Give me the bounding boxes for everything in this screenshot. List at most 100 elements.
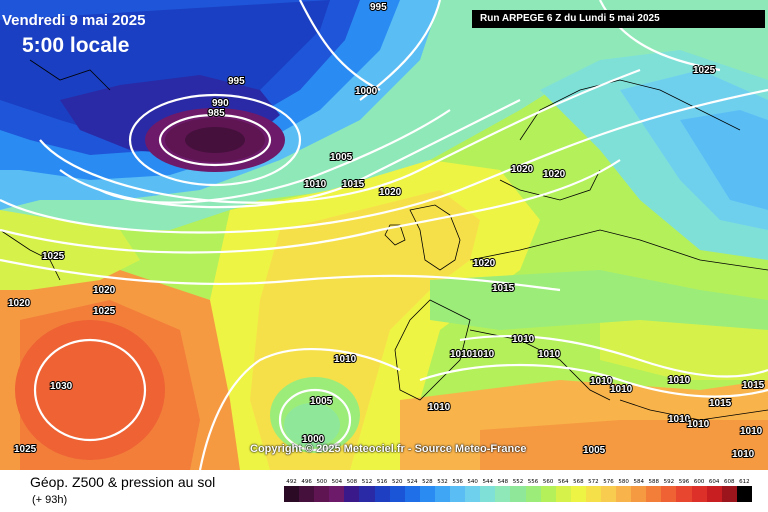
color-scale-label: 604: [708, 479, 720, 485]
color-scale-label: 556: [527, 479, 539, 485]
color-scale-swatch: [434, 486, 451, 502]
color-scale-swatch: [465, 486, 481, 502]
isobar-label: 1020: [93, 285, 116, 296]
isobar-label: 985: [208, 108, 225, 119]
color-scale-swatch: [404, 486, 420, 502]
color-scale-bar: [284, 486, 752, 502]
isobar-label: 1025: [42, 251, 65, 262]
color-scale-label: 508: [346, 479, 358, 485]
color-scale-label: 596: [678, 479, 690, 485]
color-scale-swatch: [450, 486, 466, 502]
color-scale-swatch: [570, 486, 586, 502]
color-scale-label: 564: [557, 479, 569, 485]
color-scale-swatch: [661, 486, 677, 502]
color-scale-label: 516: [376, 479, 388, 485]
isobar-label: 1010: [450, 349, 473, 360]
isobar-label: 1010: [610, 384, 633, 395]
color-scale-label: 592: [663, 479, 675, 485]
isobar-label: 990: [212, 98, 229, 109]
isobar-label: 1010: [538, 349, 561, 360]
color-scale-label: 560: [542, 479, 554, 485]
model-run-label: Run ARPEGE 6 Z du Lundi 5 mai 2025: [472, 10, 765, 28]
color-scale-label: 584: [633, 479, 644, 485]
color-scale-label: 528: [422, 479, 433, 485]
isobar-label: 1015: [742, 380, 765, 391]
isobar-label: 1015: [492, 283, 515, 294]
isobar-lines: [0, 0, 768, 470]
color-scale-label: 524: [407, 479, 418, 485]
isobar-label: 1010: [687, 419, 710, 430]
copyright-notice: Copyright © 2025 Meteociel.fr - Source M…: [250, 443, 527, 455]
color-scale-swatch: [706, 486, 722, 502]
color-scale-swatch: [359, 486, 375, 502]
color-scale-label: 504: [331, 479, 343, 485]
isobar-label: 1000: [302, 434, 325, 445]
isobar-label: 1005: [583, 445, 606, 456]
isobar-label: 1005: [330, 152, 353, 163]
isobar-label: 1020: [543, 169, 566, 180]
color-scale-label: 520: [391, 479, 403, 485]
isobar-label: 1005: [310, 396, 333, 407]
isobar-label: 1010: [590, 376, 613, 387]
color-scale-label: 576: [603, 479, 614, 485]
color-scale-swatch: [525, 486, 541, 502]
color-scale-swatch: [721, 486, 737, 502]
color-scale-label: 540: [467, 479, 478, 485]
color-scale-label: 544: [482, 479, 494, 485]
color-scale-label: 548: [497, 479, 509, 485]
color-scale-swatch: [299, 486, 315, 502]
isobar-label: 1010: [472, 349, 495, 360]
isobar-label: 1010: [428, 402, 451, 413]
color-scale-swatch: [646, 486, 662, 502]
color-scale-swatch: [374, 486, 390, 502]
color-scale-swatch: [540, 486, 556, 502]
isobar-label: 1025: [14, 444, 37, 455]
color-scale: 492 496 500 504 508 512 516 520 524 528 532 536 540 5…: [284, 479, 752, 502]
color-scale-label: 512: [361, 479, 373, 485]
isobar-label: 995: [228, 76, 245, 87]
isobar-label: 1010: [334, 354, 357, 365]
isobar-labels: 995 995 1000 990 985 1005 1010 1015 1020…: [7, 1, 766, 461]
isobar-label: 1020: [8, 298, 31, 309]
color-scale-label: 552: [512, 479, 524, 485]
color-scale-label: 600: [693, 479, 705, 485]
color-scale-swatch: [600, 486, 617, 502]
color-scale-label: 532: [437, 479, 448, 485]
color-scale-swatch: [676, 486, 692, 502]
color-scale-label: 492: [286, 479, 297, 485]
color-scale-swatch: [419, 486, 435, 502]
coastlines: [0, 59, 768, 421]
isobar-label: 1030: [50, 381, 73, 392]
isobar-label: 1015: [709, 398, 732, 409]
color-scale-swatch: [691, 486, 707, 502]
color-scale-labels: 492 496 500 504 508 512 516 520 524 528 532 536 540 5…: [284, 479, 752, 485]
color-scale-label: 588: [648, 479, 660, 485]
isobar-label: 1010: [668, 414, 691, 425]
color-scale-label: 580: [618, 479, 629, 485]
color-scale-label: 500: [316, 479, 327, 485]
color-scale-label: 496: [301, 479, 312, 485]
color-scale-swatch: [555, 486, 571, 502]
isobar-label: 1025: [93, 306, 116, 317]
color-scale-swatch: [585, 486, 601, 502]
color-scale-swatch: [616, 486, 632, 502]
isobar-label: 1015: [342, 179, 365, 190]
color-scale-swatch: [510, 486, 526, 502]
color-scale-swatch: [344, 486, 360, 502]
color-scale-swatch: [631, 486, 647, 502]
color-scale-swatch: [389, 486, 405, 502]
color-scale-swatch: [284, 486, 300, 502]
isobar-label: 1020: [379, 187, 402, 198]
legend-subtitle: (+ 93h): [32, 494, 68, 506]
color-scale-swatch: [495, 486, 511, 502]
isobar-label: 1010: [740, 426, 763, 437]
isobar-label: 1010: [732, 449, 755, 460]
color-scale-label: 572: [588, 479, 599, 485]
isobar-label: 1010: [304, 179, 327, 190]
isobar-label: 995: [370, 2, 387, 13]
color-scale-swatch: [480, 486, 496, 502]
color-scale-swatch: [736, 486, 752, 502]
legend-title: Géop. Z500 & pression au sol: [30, 474, 216, 490]
isobar-label: 1010: [668, 375, 691, 386]
isobar-label: 1020: [511, 164, 534, 175]
